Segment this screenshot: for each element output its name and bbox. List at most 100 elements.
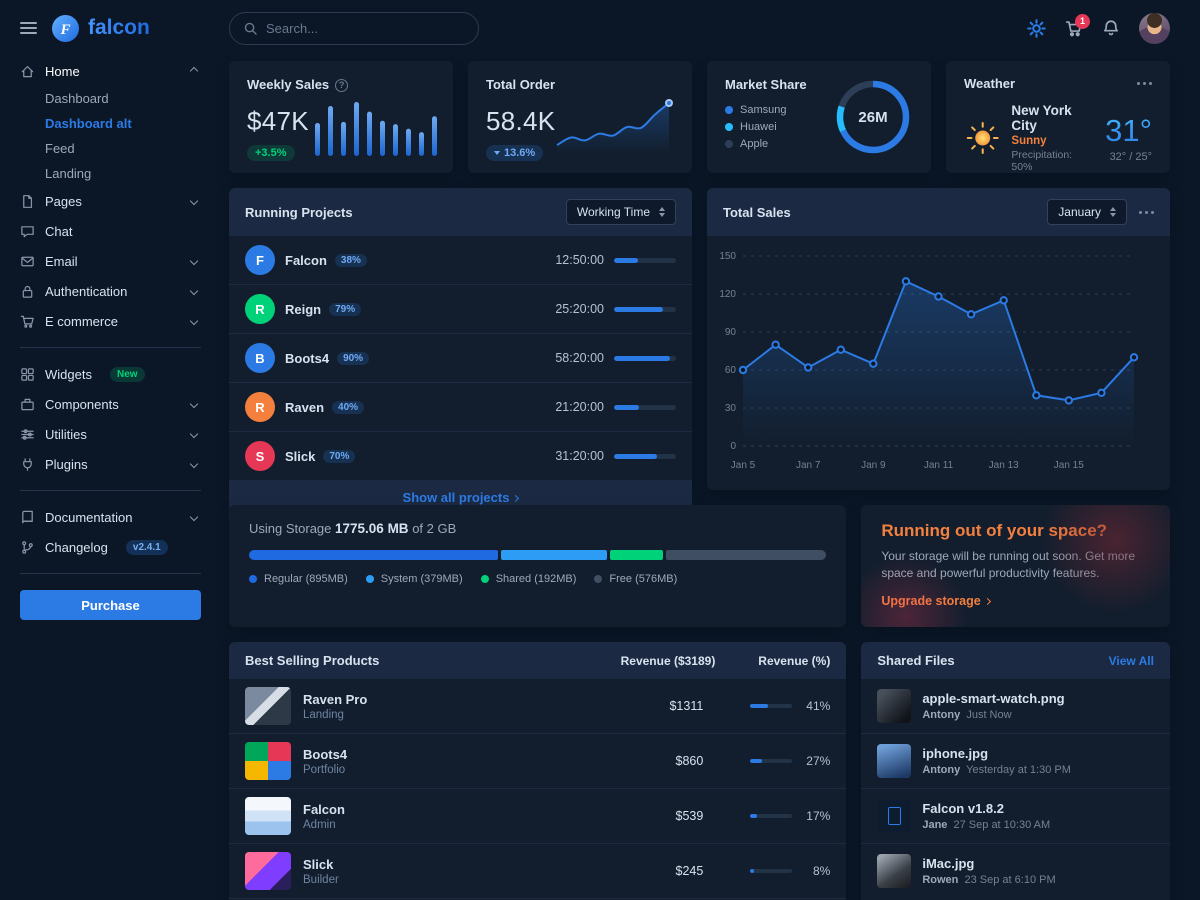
project-name[interactable]: Boots4 — [285, 350, 330, 366]
market-share-card: Market Share Samsung Huawei Apple 26M — [707, 61, 931, 173]
sidebar-item-e-commerce[interactable]: E commerce — [20, 306, 201, 336]
user-avatar[interactable] — [1139, 12, 1170, 44]
product-name: Boots4 — [303, 746, 348, 762]
storage-segment — [609, 550, 664, 560]
legend-dot — [594, 575, 603, 583]
product-row: Raven Pro Landing $1311 41% — [229, 679, 847, 734]
upgrade-storage-link[interactable]: Upgrade storage — [881, 594, 991, 608]
total-order-title: Total Order — [486, 77, 556, 92]
weather-precipitation: Precipitation: 50% — [1011, 149, 1073, 173]
total-order-value: 58.4K — [486, 106, 556, 136]
product-row: Falcon Admin $539 17% — [229, 789, 847, 844]
sidebar-item-plugins[interactable]: Plugins — [20, 449, 201, 479]
sidebar-item-components[interactable]: Components — [20, 389, 201, 419]
search-box[interactable] — [229, 11, 479, 45]
space-promo-body: Your storage will be running out soon. G… — [881, 549, 1136, 581]
best-selling-title: Best Selling Products — [245, 653, 380, 668]
sidebar-item-home[interactable]: Home — [20, 56, 201, 86]
sidebar-item-chat[interactable]: Chat — [20, 216, 201, 246]
file-rows: apple-smart-watch.png Antony Just Now ip… — [861, 679, 1170, 898]
hamburger-menu-icon[interactable] — [20, 22, 37, 34]
falcon-logo[interactable]: F falcon — [51, 14, 150, 43]
svg-text:0: 0 — [730, 441, 736, 452]
project-name[interactable]: Raven — [285, 399, 325, 415]
project-name[interactable]: Reign — [285, 301, 322, 317]
sidebar-item-pages[interactable]: Pages — [20, 186, 201, 216]
svg-text:Jan 13: Jan 13 — [989, 460, 1019, 471]
weekly-sales-badge: +3.5% — [247, 145, 295, 161]
project-time: 25:20:00 — [555, 302, 604, 316]
working-time-select[interactable]: Working Time — [565, 199, 676, 225]
sidebar-item-dashboard[interactable]: Dashboard — [45, 91, 109, 106]
show-all-projects-link[interactable]: Show all projects — [403, 490, 520, 505]
purchase-button[interactable]: Purchase — [20, 590, 201, 620]
utilities-icon — [20, 427, 35, 442]
product-thumbnail — [245, 687, 291, 725]
sidebar-item-changelog[interactable]: Changelog v2.4.1 — [20, 532, 201, 562]
total-order-line-chart — [552, 98, 676, 161]
total-sales-title: Total Sales — [723, 204, 791, 220]
shared-files-card: Shared Files View All apple-smart-watch.… — [861, 642, 1170, 900]
best-selling-card: Best Selling Products Revenue ($3189) Re… — [229, 642, 847, 900]
product-category-link[interactable]: Landing — [303, 708, 344, 721]
weather-menu-icon[interactable] — [1137, 78, 1152, 89]
product-percent: 27% — [806, 754, 831, 768]
chevron-down-icon — [189, 286, 199, 296]
file-row: iphone.jpg Antony Yesterday at 1:30 PM — [861, 734, 1170, 789]
view-all-link[interactable]: View All — [1108, 653, 1154, 668]
pages-icon — [20, 194, 35, 209]
svg-text:Jan 9: Jan 9 — [861, 460, 886, 471]
project-row: B Boots4 90% 58:20:00 — [229, 334, 692, 383]
sidebar-logo-row: F falcon — [20, 0, 201, 56]
weather-title: Weather — [964, 76, 1016, 91]
sidebar-item-authentication[interactable]: Authentication — [20, 276, 201, 306]
svg-text:150: 150 — [719, 251, 736, 262]
email-icon — [20, 254, 35, 269]
project-name[interactable]: Slick — [285, 448, 316, 464]
product-category-link[interactable]: Admin — [303, 818, 336, 831]
search-input[interactable] — [266, 20, 464, 36]
project-percent-badge: 90% — [337, 351, 370, 365]
file-name-link[interactable]: iMac.jpg — [922, 856, 975, 871]
sidebar-item-landing[interactable]: Landing — [45, 166, 92, 181]
sidebar-item-utilities[interactable]: Utilities — [20, 419, 201, 449]
month-select[interactable]: January — [1047, 199, 1127, 225]
shopping-cart-icon[interactable]: 1 — [1065, 13, 1090, 37]
file-thumbnail — [877, 799, 912, 833]
home-icon — [20, 64, 35, 79]
weather-card: Weather New York City — [946, 61, 1170, 173]
file-thumbnail — [877, 854, 912, 888]
project-avatar: B — [245, 343, 275, 373]
settings-gear-icon[interactable] — [1027, 18, 1046, 38]
sidebar-item-dashboard-alt[interactable]: Dashboard alt — [45, 116, 132, 131]
revenue-percent-column-header: Revenue (%) — [758, 653, 831, 668]
product-name: Falcon — [303, 801, 345, 817]
total-sales-menu-icon[interactable] — [1139, 207, 1154, 218]
file-name-link[interactable]: Falcon v1.8.2 — [922, 801, 1004, 816]
product-thumbnail — [245, 742, 291, 780]
help-icon[interactable]: ? — [335, 78, 349, 92]
legend-item: Huawei — [725, 121, 913, 133]
file-name-link[interactable]: apple-smart-watch.png — [922, 691, 1065, 706]
sidebar-item-email[interactable]: Email — [20, 246, 201, 276]
svg-text:Jan 15: Jan 15 — [1054, 460, 1084, 471]
product-category-link[interactable]: Builder — [303, 873, 339, 886]
sidebar-item-feed[interactable]: Feed — [45, 141, 75, 156]
product-category-link[interactable]: Portfolio — [303, 763, 346, 776]
widgets-badge: New — [109, 366, 145, 382]
chevron-right-icon — [983, 597, 991, 605]
chevron-down-icon — [189, 429, 199, 439]
chevron-down-icon — [189, 459, 199, 469]
svg-text:Jan 11: Jan 11 — [924, 460, 954, 471]
project-name[interactable]: Falcon — [285, 252, 327, 268]
sidebar-item-widgets[interactable]: Widgets New — [20, 359, 201, 389]
project-avatar: R — [245, 294, 275, 324]
shared-files-title: Shared Files — [877, 653, 955, 668]
project-row: S Slick 70% 31:20:00 — [229, 432, 692, 480]
product-rows: Raven Pro Landing $1311 41% Boots4 Portf… — [229, 679, 847, 900]
notifications-bell-icon[interactable] — [1102, 19, 1120, 37]
sidebar-item-documentation[interactable]: Documentation — [20, 502, 201, 532]
product-percent: 17% — [806, 809, 831, 823]
market-share-title: Market Share — [725, 77, 807, 92]
file-name-link[interactable]: iphone.jpg — [922, 746, 989, 761]
